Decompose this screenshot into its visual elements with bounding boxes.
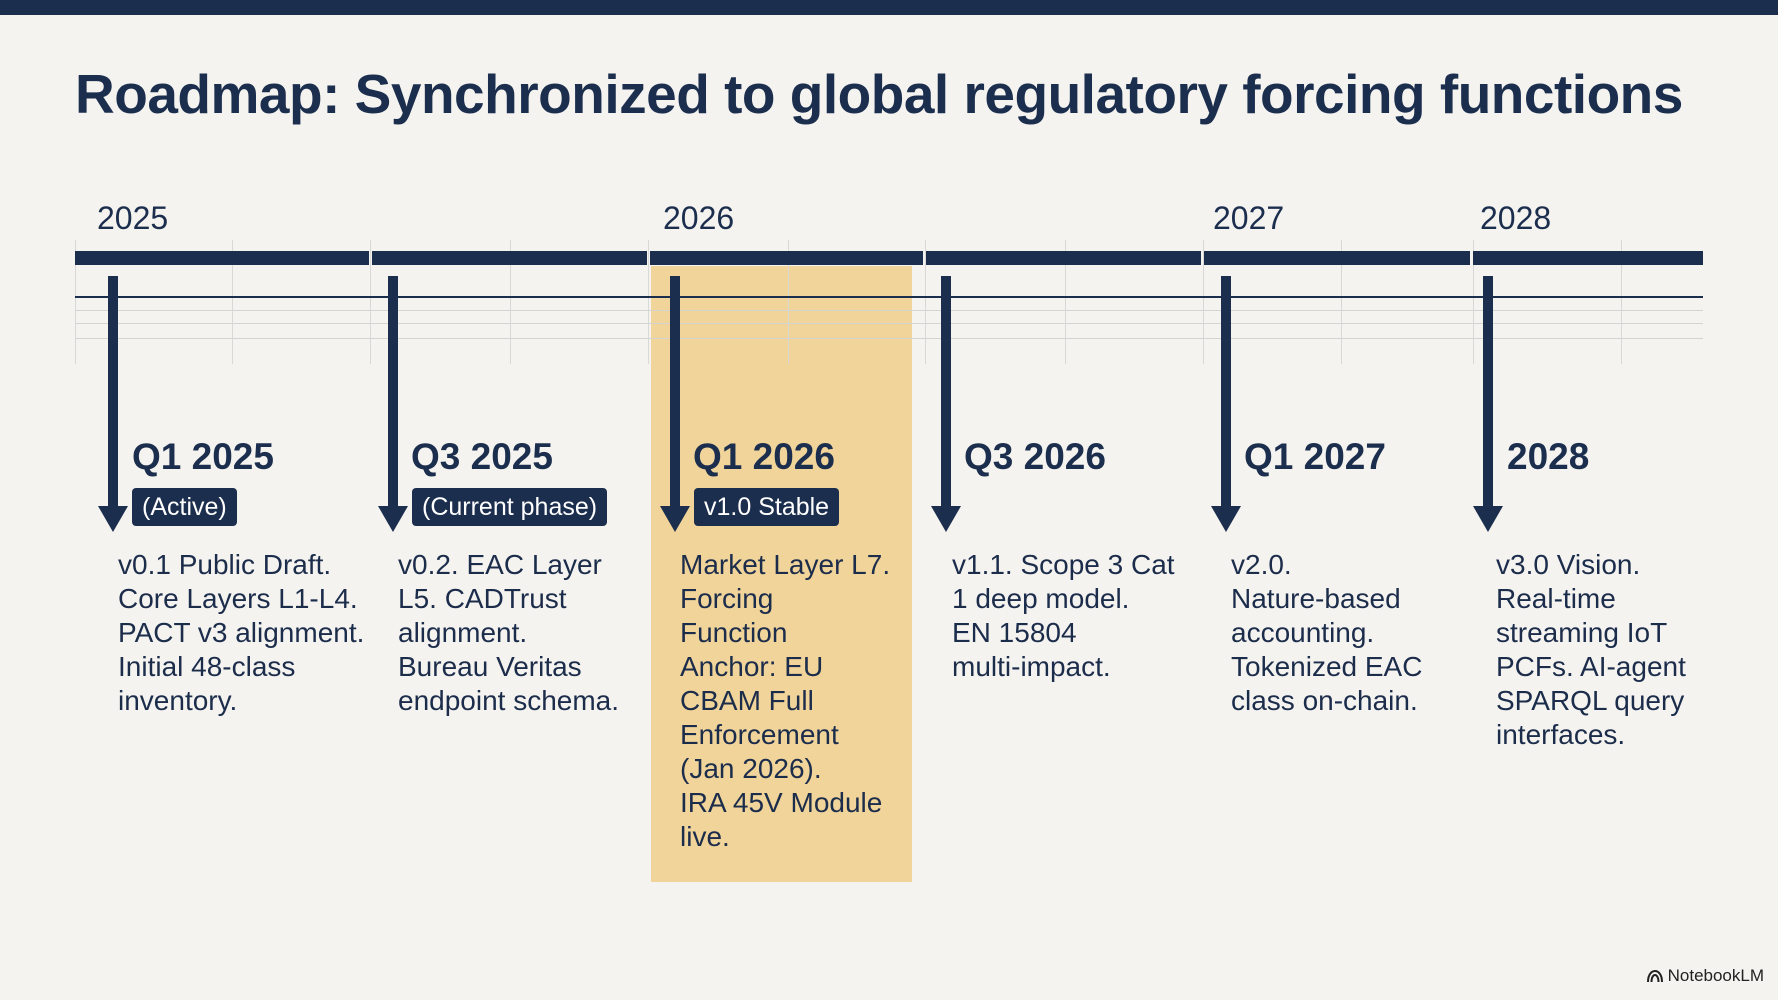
milestone-description-q1-2027: v2.0. Nature-based accounting. Tokenized… <box>1231 549 1423 716</box>
grid-line <box>510 240 511 364</box>
down-arrow-icon <box>378 276 408 532</box>
grid-line <box>75 310 1703 311</box>
year-label-2027: 2027 <box>1213 200 1285 236</box>
timeline-segment <box>1204 251 1470 265</box>
grid-line <box>925 240 926 364</box>
grid-line <box>232 240 233 364</box>
notebooklm-watermark: NotebookLM <box>1646 966 1764 986</box>
grid-line <box>788 240 789 364</box>
timeline-segment <box>650 251 923 265</box>
down-arrow-icon <box>1473 276 1503 532</box>
timeline-segment <box>926 251 1201 265</box>
highlight-column-q1-2026 <box>651 266 912 882</box>
down-arrow-icon <box>931 276 961 532</box>
grid-line <box>75 240 76 364</box>
grid-line <box>370 240 371 364</box>
grid-line <box>1065 240 1066 364</box>
milestone-quarter-q1-2026: Q1 2026 <box>693 436 835 477</box>
year-label-2025: 2025 <box>97 200 169 236</box>
top-accent-bar <box>0 0 1778 15</box>
status-badge-active: (Active) <box>132 488 237 526</box>
timeline-segment <box>1473 251 1703 265</box>
grid-line <box>1621 240 1622 364</box>
down-arrow-icon <box>1211 276 1241 532</box>
grid-line <box>1341 240 1342 364</box>
milestone-description-q1-2026: Market Layer L7. Forcing Function Anchor… <box>680 549 891 852</box>
grid-line <box>648 240 649 364</box>
down-arrow-icon <box>660 276 690 532</box>
milestone-description-2028: v3.0 Vision. Real-time streaming IoT PCF… <box>1496 549 1686 750</box>
status-badge-v1-stable: v1.0 Stable <box>694 488 840 526</box>
year-label-2026: 2026 <box>663 200 735 236</box>
milestone-description-q3-2025: v0.2. EAC Layer L5. CADTrust alignment. … <box>398 549 620 716</box>
milestone-quarter-q1-2025: Q1 2025 <box>132 436 274 477</box>
status-badge-current-phase: (Current phase) <box>412 488 608 526</box>
year-label-2028: 2028 <box>1480 200 1552 236</box>
milestone-description-q1-2025: v0.1 Public Draft. Core Layers L1-L4. PA… <box>118 549 365 716</box>
down-arrow-icon <box>98 276 128 532</box>
milestone-description-q3-2026: v1.1. Scope 3 Cat 1 deep model. EN 15804… <box>952 549 1175 682</box>
grid-line <box>75 338 1703 339</box>
milestone-quarter-q3-2025: Q3 2025 <box>411 436 553 477</box>
grid-line <box>1203 240 1204 364</box>
milestone-quarter-q1-2027: Q1 2027 <box>1244 436 1386 477</box>
page-title: Roadmap: Synchronized to global regulato… <box>75 63 1683 125</box>
timeline-segment <box>75 251 369 265</box>
timeline-axis-line <box>75 296 1703 298</box>
milestone-quarter-2028: 2028 <box>1507 436 1590 477</box>
grid-line <box>1473 240 1474 364</box>
timeline-segment <box>372 251 647 265</box>
milestone-quarter-q3-2026: Q3 2026 <box>964 436 1106 477</box>
notebooklm-logo-icon <box>1646 969 1663 983</box>
brand-label: NotebookLM <box>1667 966 1764 985</box>
grid-line <box>75 323 1703 324</box>
